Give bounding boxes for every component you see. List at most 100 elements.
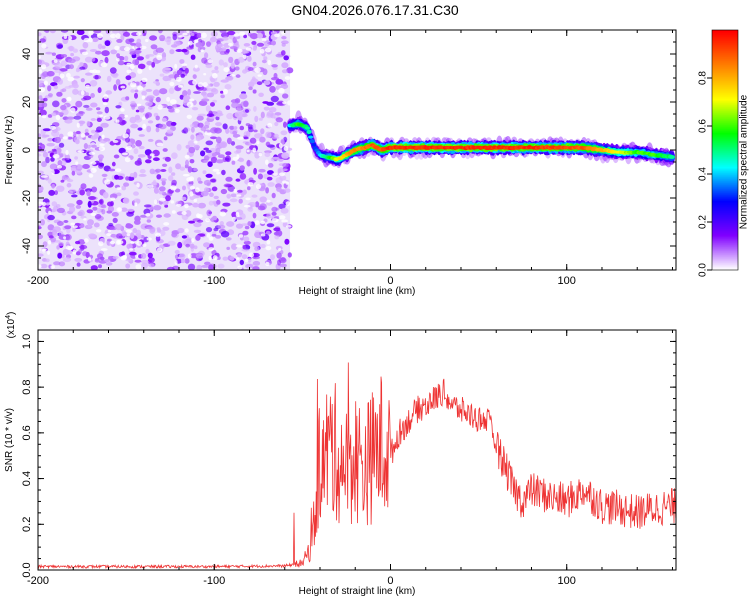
noise-speckle — [222, 256, 229, 261]
noise-speckle — [116, 175, 124, 180]
noise-speckle — [130, 123, 139, 129]
y-tick-label: 0.8 — [21, 379, 33, 394]
noise-gap — [124, 157, 131, 163]
noise-speckle — [210, 136, 217, 140]
noise-speckle — [56, 185, 65, 192]
noise-speckle — [262, 101, 269, 104]
noise-speckle — [147, 138, 154, 142]
noise-speckle — [155, 235, 161, 242]
noise-gap — [83, 218, 87, 221]
noise-speckle — [76, 30, 85, 35]
noise-speckle — [57, 160, 63, 167]
ridge-cell — [311, 143, 317, 147]
noise-speckle — [59, 68, 68, 72]
noise-gap — [178, 85, 183, 88]
noise-gap — [142, 116, 146, 120]
noise-speckle — [181, 196, 187, 201]
x-tick-label: 0 — [387, 575, 393, 587]
noise-speckle — [267, 170, 274, 175]
noise-speckle — [112, 255, 119, 260]
noise-speckle — [78, 120, 86, 125]
noise-speckle — [206, 41, 211, 47]
noise-speckle — [68, 190, 73, 195]
noise-speckle — [153, 205, 162, 211]
noise-speckle — [260, 128, 265, 135]
noise-speckle — [71, 194, 78, 198]
noise-speckle — [229, 46, 238, 50]
noise-speckle — [107, 201, 113, 207]
noise-gap — [212, 255, 218, 261]
noise-speckle — [266, 212, 272, 219]
colorbar-step — [712, 228, 738, 231]
noise-speckle — [153, 157, 160, 162]
noise-speckle — [251, 194, 258, 198]
noise-speckle — [235, 66, 240, 71]
colorbar-step — [712, 224, 738, 227]
noise-speckle — [90, 135, 98, 140]
y-multiplier-label: (x104) — [5, 312, 17, 339]
noise-speckle — [205, 227, 213, 233]
noise-gap — [136, 103, 142, 107]
noise-gap — [122, 133, 129, 139]
colorbar-step — [712, 260, 738, 263]
colorbar-step — [712, 84, 738, 87]
noise-gap — [126, 233, 131, 237]
noise-gap — [245, 197, 251, 201]
noise-speckle — [73, 115, 82, 120]
noise-speckle — [58, 261, 66, 267]
noise-gap — [282, 180, 287, 184]
noise-speckle — [139, 169, 146, 174]
noise-speckle — [96, 253, 104, 259]
noise-gap — [182, 173, 190, 177]
noise-speckle — [181, 48, 188, 53]
noise-speckle — [72, 88, 79, 95]
noise-speckle — [40, 219, 45, 226]
noise-gap — [197, 82, 204, 88]
noise-speckle — [110, 233, 117, 238]
noise-speckle — [281, 152, 290, 159]
noise-speckle — [79, 66, 86, 70]
colorbar-step — [712, 264, 738, 267]
noise-speckle — [271, 206, 278, 212]
noise-speckle — [266, 111, 274, 117]
noise-gap — [101, 134, 105, 140]
noise-speckle — [94, 214, 102, 219]
noise-gap — [285, 201, 291, 207]
noise-gap — [236, 194, 242, 197]
colorbar-step — [712, 152, 738, 155]
noise-speckle — [114, 223, 123, 231]
noise-speckle — [257, 32, 263, 39]
noise-speckle — [46, 142, 55, 147]
noise-gap — [212, 72, 218, 79]
noise-gap — [254, 67, 261, 73]
noise-speckle — [38, 234, 44, 240]
noise-speckle — [137, 154, 146, 158]
noise-speckle — [175, 49, 183, 52]
noise-gap — [145, 213, 151, 217]
noise-gap — [208, 236, 214, 241]
noise-speckle — [168, 87, 175, 94]
noise-gap — [236, 48, 243, 53]
colorbar-step — [712, 174, 738, 177]
noise-speckle — [57, 207, 65, 214]
noise-speckle — [152, 89, 160, 96]
noise-speckle — [243, 136, 249, 140]
noise-speckle — [251, 40, 257, 45]
colorbar-step — [712, 42, 738, 45]
noise-speckle — [61, 160, 67, 166]
noise-gap — [42, 248, 46, 253]
noise-speckle — [258, 168, 266, 173]
noise-speckle — [217, 43, 224, 47]
noise-speckle — [232, 130, 238, 135]
noise-speckle — [129, 232, 135, 239]
noise-speckle — [41, 161, 47, 168]
noise-speckle — [226, 221, 235, 227]
noise-gap — [238, 234, 244, 238]
noise-speckle — [220, 90, 224, 94]
noise-speckle — [201, 264, 210, 268]
noise-speckle — [263, 106, 270, 111]
noise-speckle — [271, 192, 276, 199]
noise-gap — [163, 222, 170, 226]
x-tick-label: 0 — [387, 275, 393, 287]
noise-gap — [112, 140, 119, 143]
